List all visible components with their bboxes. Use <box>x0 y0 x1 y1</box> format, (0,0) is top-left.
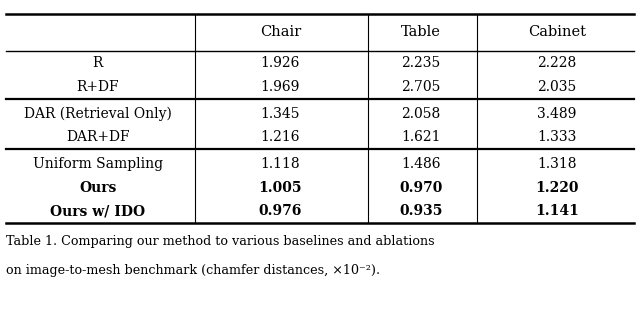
Text: 1.333: 1.333 <box>537 130 577 144</box>
Text: Uniform Sampling: Uniform Sampling <box>33 157 163 172</box>
Text: 2.035: 2.035 <box>537 80 577 94</box>
Text: 2.705: 2.705 <box>401 80 441 94</box>
Text: 1.345: 1.345 <box>260 107 300 121</box>
Text: 1.216: 1.216 <box>260 130 300 144</box>
Text: Ours: Ours <box>79 181 116 195</box>
Text: 1.318: 1.318 <box>537 157 577 172</box>
Text: 1.926: 1.926 <box>260 57 300 70</box>
Text: 0.976: 0.976 <box>259 204 302 218</box>
Text: 1.118: 1.118 <box>260 157 300 172</box>
Text: 2.228: 2.228 <box>537 57 577 70</box>
Text: 1.486: 1.486 <box>401 157 441 172</box>
Text: DAR (Retrieval Only): DAR (Retrieval Only) <box>24 107 172 121</box>
Text: DAR+DF: DAR+DF <box>66 130 130 144</box>
Text: 1.621: 1.621 <box>401 130 441 144</box>
Text: 0.970: 0.970 <box>399 181 443 195</box>
Text: R+DF: R+DF <box>77 80 119 94</box>
Text: Chair: Chair <box>260 25 301 40</box>
Text: Table: Table <box>401 25 441 40</box>
Text: Table 1. Comparing our method to various baselines and ablations: Table 1. Comparing our method to various… <box>6 235 435 248</box>
Text: 1.141: 1.141 <box>535 204 579 218</box>
Text: 1.005: 1.005 <box>259 181 302 195</box>
Text: 1.220: 1.220 <box>535 181 579 195</box>
Text: 3.489: 3.489 <box>537 107 577 121</box>
Text: R: R <box>93 57 103 70</box>
Text: 1.969: 1.969 <box>260 80 300 94</box>
Text: 2.235: 2.235 <box>401 57 441 70</box>
Text: Cabinet: Cabinet <box>528 25 586 40</box>
Text: 0.935: 0.935 <box>399 204 443 218</box>
Text: on image-to-mesh benchmark (chamfer distances, ×10⁻²).: on image-to-mesh benchmark (chamfer dist… <box>6 264 381 277</box>
Text: 2.058: 2.058 <box>401 107 441 121</box>
Text: Ours w/ IDO: Ours w/ IDO <box>51 204 145 218</box>
